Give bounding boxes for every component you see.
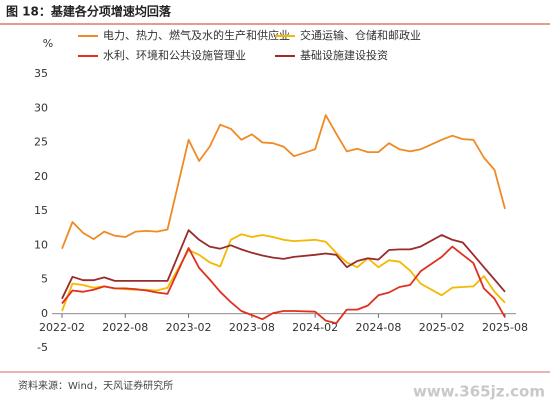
legend-label: 交通运输、仓储和邮政业: [300, 28, 421, 42]
y-tick-label: 35: [34, 67, 48, 80]
x-tick-label: 2023-08: [229, 321, 275, 334]
series-line: [61, 245, 506, 325]
x-tick-label: 2023-02: [166, 321, 212, 334]
source: 资料来源：Wind，天风证券研究所: [18, 379, 173, 392]
y-tick-label: 15: [34, 204, 48, 217]
series-line: [61, 229, 506, 300]
x-tick-label: 2022-08: [102, 321, 148, 334]
y-tick-label: -5: [37, 341, 48, 354]
x-tick-label: 2025-02: [419, 321, 465, 334]
legend-label: 电力、热力、燃气及水的生产和供应业: [103, 28, 290, 42]
y-tick-label: 25: [34, 136, 48, 149]
y-tick-label: 5: [41, 273, 48, 286]
series-line: [61, 233, 506, 312]
y-tick-label: 20: [34, 170, 48, 183]
x-tick-label: 2025-08: [482, 321, 528, 334]
x-tick-label: 2022-02: [39, 321, 85, 334]
chart-title: 图 18：基建各分项增速均回落: [6, 4, 172, 19]
legend-label: 水利、环境和公共设施管理业: [103, 48, 246, 62]
x-tick-label: 2024-02: [292, 321, 338, 334]
series-line: [61, 114, 506, 250]
y-tick-label: 30: [34, 101, 48, 114]
legend-label: 基础设施建设投资: [300, 48, 388, 62]
watermark: www.365jz.com: [413, 383, 545, 401]
y-tick-label: 0: [41, 307, 48, 320]
y-axis-label: %: [43, 37, 53, 50]
x-tick-label: 2024-08: [355, 321, 401, 334]
y-tick-label: 10: [34, 238, 48, 251]
